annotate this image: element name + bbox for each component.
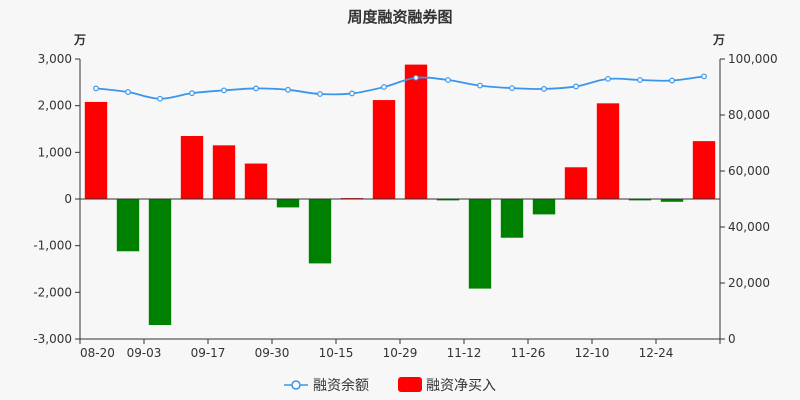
bar (436, 199, 460, 201)
legend-item-line[interactable]: 融资余额 (284, 377, 369, 394)
right-axis-tick-label: 0 (728, 332, 736, 346)
balance-point (541, 86, 547, 92)
x-axis-tick-label: 12-10 (575, 346, 610, 360)
bar (692, 141, 716, 199)
balance-point (93, 85, 99, 92)
balance-point (349, 90, 355, 97)
bar (660, 199, 684, 202)
balance-point (413, 74, 419, 81)
balance-point (701, 73, 707, 80)
bar (372, 100, 396, 199)
bar (468, 199, 492, 289)
left-axis-tick-label: 0 (64, 192, 72, 206)
legend-bar-swatch (398, 377, 422, 392)
bar (116, 199, 140, 252)
x-axis-tick-label: 09-30 (255, 346, 290, 360)
right-axis-tick-label: 20,000 (728, 276, 770, 290)
bar (84, 101, 108, 199)
left-axis-tick-label: -3,000 (33, 332, 72, 346)
balance-point (189, 90, 195, 97)
right-axis-tick-label: 40,000 (728, 220, 770, 234)
bar (148, 199, 172, 325)
bar (308, 199, 332, 264)
bar (628, 199, 652, 201)
balance-point (381, 84, 387, 90)
left-axis-tick-label: -2,000 (33, 285, 72, 299)
balance-point (125, 89, 131, 95)
bar (244, 163, 268, 199)
balance-point (445, 77, 451, 83)
balance-point (573, 83, 579, 90)
x-axis-tick-label: 09-03 (127, 346, 162, 360)
line-layer (93, 73, 707, 102)
left-axis-tick-label: 2,000 (38, 99, 72, 113)
x-axis-tick-label: 10-15 (319, 346, 354, 360)
axis-layer: 3,000 2,000 1,000 0 -1,000 -2,000 -3,000 100,00… (33, 52, 777, 360)
right-axis-tick-label: 60,000 (728, 164, 770, 178)
legend-line-marker (291, 380, 301, 390)
x-axis-tick-label: 11-12 (447, 346, 482, 360)
bar-layer (84, 64, 716, 325)
right-axis-unit: 万 (712, 33, 725, 47)
right-axis-tick-label: 100,000 (728, 52, 778, 66)
bar (564, 167, 588, 199)
left-axis-tick-label: 1,000 (38, 145, 72, 159)
x-axis-tick-label: 10-29 (383, 346, 418, 360)
bar (180, 136, 204, 199)
balance-point (317, 91, 323, 97)
bar (404, 64, 428, 199)
balance-point (221, 87, 227, 94)
bar (500, 199, 524, 238)
bar (532, 199, 556, 215)
legend-line-label: 融资余额 (313, 377, 369, 394)
balance-point (605, 75, 611, 82)
balance-line (95, 75, 705, 100)
balance-point (637, 77, 643, 83)
legend-bar-label: 融资净买入 (426, 378, 496, 394)
balance-point (253, 85, 259, 92)
bar (596, 103, 620, 199)
balance-point (477, 82, 483, 89)
legend[interactable]: 融资余额 融资净买入 (284, 377, 496, 394)
balance-point (669, 77, 675, 84)
chart-title: 周度融资融券图 (347, 8, 452, 26)
legend-item-bar[interactable]: 融资净买入 (398, 377, 496, 394)
x-axis-tick-label: 12-24 (639, 346, 674, 360)
balance-point (285, 86, 291, 93)
left-axis-tick-label: 3,000 (38, 52, 72, 66)
right-axis-tick-label: 80,000 (728, 108, 770, 122)
x-axis-tick-label: 08-20 (80, 346, 115, 360)
balance-point (509, 85, 515, 92)
left-axis-unit: 万 (73, 33, 86, 47)
x-axis-tick-label: 11-26 (511, 346, 546, 360)
left-axis-tick-label: -1,000 (33, 239, 72, 253)
bar (212, 145, 236, 199)
x-axis-tick-label: 09-17 (191, 346, 226, 360)
balance-point (157, 95, 163, 102)
bar (276, 199, 300, 208)
